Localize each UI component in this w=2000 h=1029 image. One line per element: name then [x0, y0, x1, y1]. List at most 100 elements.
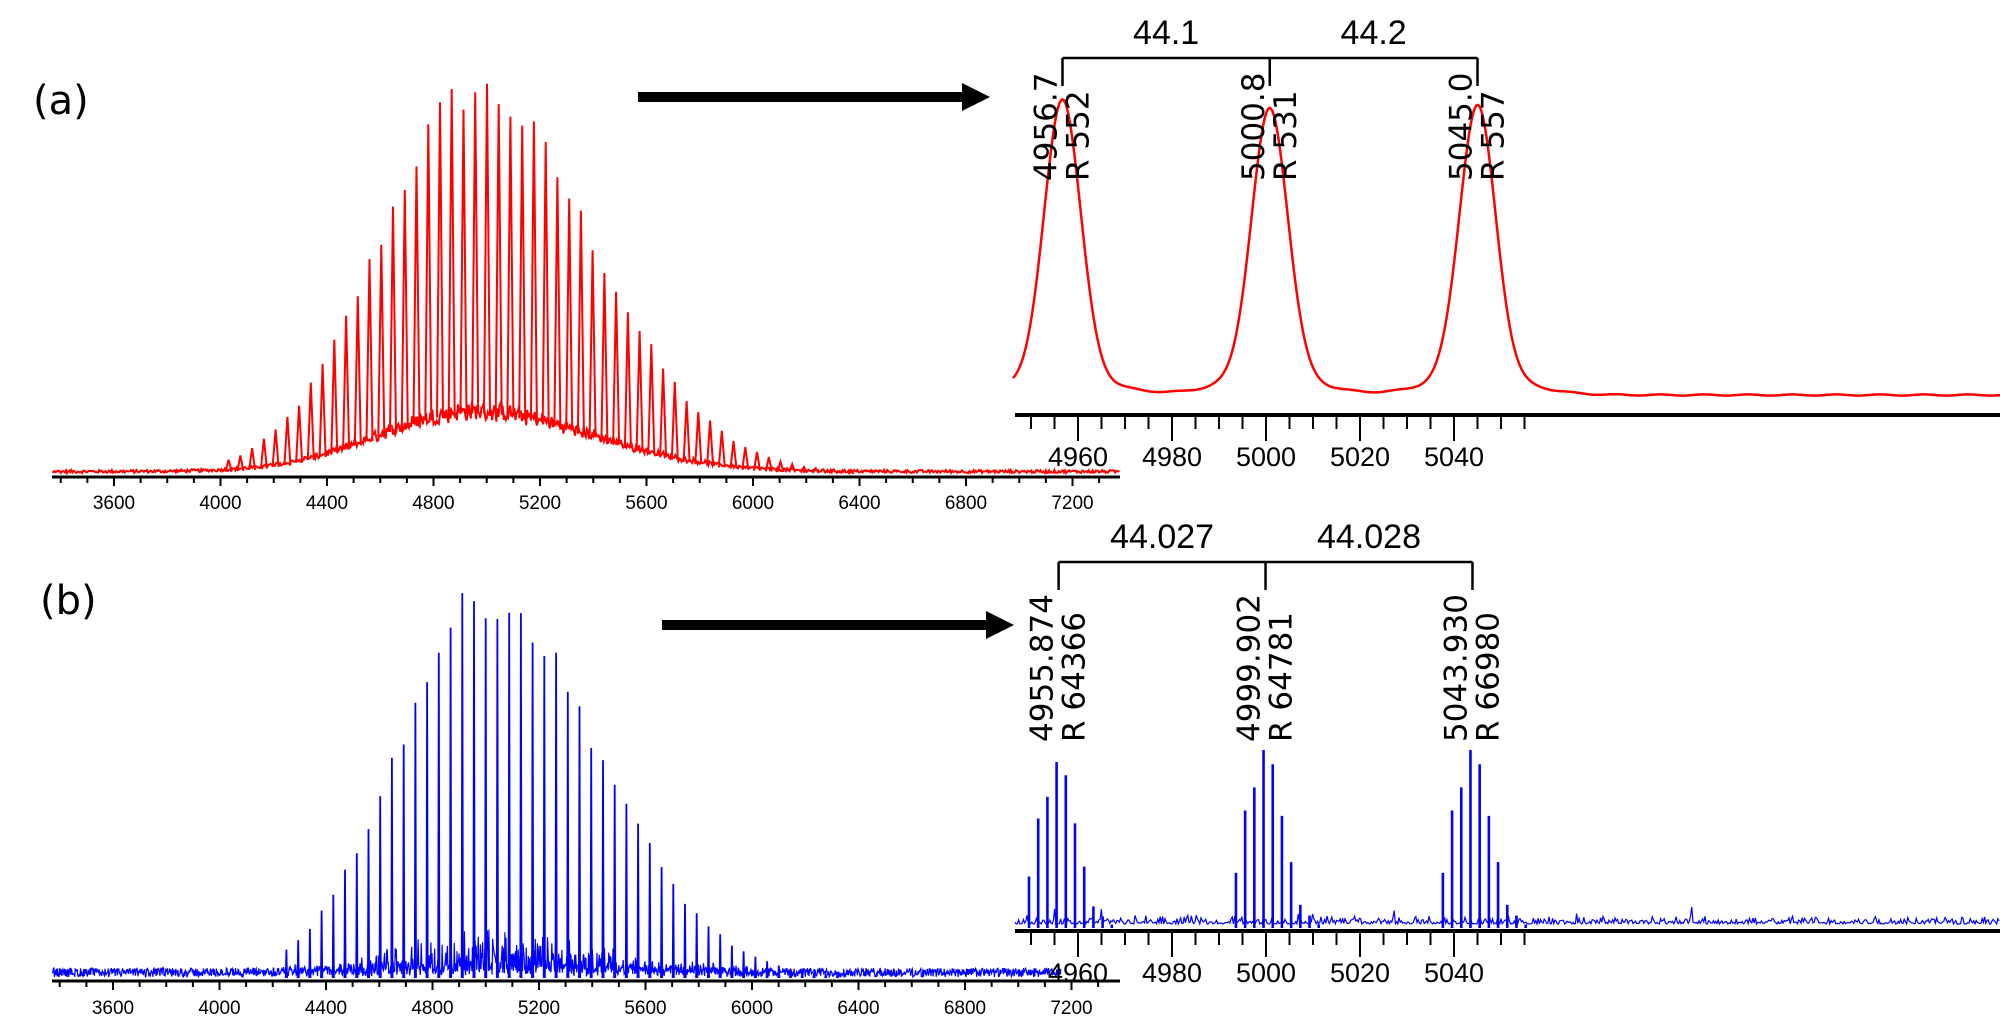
- spectrum-peak: [566, 691, 570, 979]
- arrow-a-shaft: [638, 92, 968, 102]
- spectrum-peak: [518, 125, 527, 419]
- spectrum-peak: [377, 244, 386, 437]
- spectrum-peak: [835, 975, 839, 979]
- arrow-b-shaft: [662, 620, 992, 630]
- spectrum-peak: [367, 829, 370, 979]
- spectrum-peak: [800, 464, 808, 474]
- spectrum-peak: [729, 440, 738, 469]
- x-tick-label: 4800: [412, 493, 454, 514]
- spectrum-peak: [318, 363, 327, 458]
- spectrum-peak: [447, 88, 456, 416]
- x-tick-label: 5020: [1330, 958, 1390, 988]
- spectrum-peak: [694, 411, 703, 465]
- x-tick-label: 4960: [1048, 958, 1108, 988]
- spectrum-peak: [777, 965, 781, 979]
- inset-spectrum-line: [1012, 97, 2000, 397]
- x-tick-label: 4400: [305, 998, 347, 1019]
- spectrum-peak: [506, 116, 515, 417]
- spectrum-peak: [613, 784, 617, 979]
- x-tick-label: 4000: [198, 998, 240, 1019]
- arrow-b-head: [986, 611, 1014, 639]
- spectrum-peak: [412, 166, 421, 424]
- spectrum-peak: [788, 461, 797, 473]
- spectrum-peak: [484, 618, 488, 979]
- x-tick-label: 6400: [838, 493, 880, 514]
- peak-resolution-label: R 64366: [1057, 612, 1093, 742]
- spectrum-peak: [400, 189, 409, 428]
- peak-resolution-label: R 66980: [1470, 612, 1506, 742]
- arrow-a-head: [962, 83, 990, 111]
- spectrum-peak: [248, 447, 257, 471]
- spectrum-peak: [519, 613, 523, 979]
- spectrum-peak: [753, 451, 761, 471]
- x-tick-label: 5600: [625, 493, 667, 514]
- spectrum-peak: [271, 429, 280, 468]
- peak-mz-label: 4956.7: [1028, 73, 1064, 181]
- spectrum-peak: [284, 949, 288, 979]
- peak-resolution-label: R 531: [1268, 90, 1304, 181]
- spectrum-peak: [612, 291, 621, 445]
- panel-a-overview-chart: 3600 4000 4400 4800 5200 5600 6000 6400 6800 7200: [51, 83, 1120, 514]
- x-tick-label: 4800: [411, 998, 453, 1019]
- spectrum-peak: [765, 961, 769, 979]
- spectrum-peak: [331, 894, 335, 979]
- x-tick-label: 7200: [1050, 998, 1092, 1019]
- spectrum-peak: [413, 702, 417, 979]
- spectrum-peak: [623, 312, 632, 449]
- spectrum-peak: [308, 928, 312, 979]
- x-tick-label: 5600: [624, 998, 666, 1019]
- x-tick-label: 4980: [1142, 958, 1202, 988]
- spectrum-peak: [449, 627, 453, 979]
- spectrum-peak: [636, 823, 640, 979]
- peak-resolution-label: R 552: [1060, 90, 1096, 181]
- peak-mz-label: 5045.0: [1444, 73, 1480, 181]
- spectrum-peak: [695, 913, 699, 979]
- spectrum-peak: [800, 970, 804, 979]
- spectrum-peak: [507, 612, 511, 979]
- spectrum-peak: [670, 381, 679, 460]
- x-tick-label: 5040: [1424, 442, 1484, 472]
- x-tick-label: 5000: [1236, 958, 1296, 988]
- spectrum-peak: [353, 296, 362, 446]
- spectrum-peak: [283, 416, 292, 466]
- spectrum-peak: [764, 456, 773, 472]
- x-tick-label: 6400: [837, 998, 879, 1019]
- spectrum-peak: [576, 210, 585, 434]
- spectrum-peak: [635, 330, 644, 452]
- mass-difference-label: 44.028: [1317, 518, 1421, 556]
- spectrum-peak: [425, 682, 429, 979]
- spectrum-peak: [847, 470, 855, 475]
- x-tick-label: 7200: [1051, 493, 1093, 514]
- panel-a-inset-chart: 4960 4980 5000 5020 5040 44.1 44.2 4956.7R 552 5…: [1012, 14, 2000, 472]
- spectrum-peak: [776, 458, 785, 473]
- spectrum-peak: [718, 934, 722, 979]
- spectrum-peak: [402, 744, 406, 979]
- spectrum-peak: [236, 455, 245, 472]
- spectrum-peak: [365, 259, 374, 442]
- peak-mz-label: 4999.902: [1232, 594, 1268, 742]
- spectrum-peak: [306, 382, 315, 461]
- x-tick-label: 6000: [731, 998, 773, 1019]
- spectrum-peak: [671, 883, 675, 979]
- spectrum-peak: [355, 853, 359, 979]
- spectrum-peak: [495, 618, 499, 979]
- spectrum-peak: [259, 438, 268, 469]
- spectrum-peak: [541, 141, 550, 424]
- panel-b-overview-chart: 3600 4000 4400 4800 5200 5600 6000 6400 6800 7200: [51, 592, 1120, 1019]
- spectrum-peak: [343, 869, 347, 979]
- x-tick-label: 4400: [306, 493, 348, 514]
- x-tick-label: 5040: [1424, 958, 1484, 988]
- x-tick-label: 4000: [199, 493, 241, 514]
- panel-b-inset-chart: 4960 4980 5000 5020 5040 44.027 44.028 4955.874…: [1014, 518, 2000, 988]
- x-tick-label: 6000: [732, 493, 774, 514]
- spectrum-peak: [589, 747, 593, 979]
- arrow-b: [662, 611, 1014, 639]
- spectrum-peak: [578, 706, 581, 979]
- spectrum-peak: [471, 92, 480, 414]
- spectrum-peak: [459, 109, 468, 415]
- spectrum-peak: [811, 466, 820, 474]
- spectrum-peak: [529, 121, 538, 421]
- peak-mz-label: 4955.874: [1025, 594, 1061, 742]
- spectrum-peak: [531, 642, 535, 979]
